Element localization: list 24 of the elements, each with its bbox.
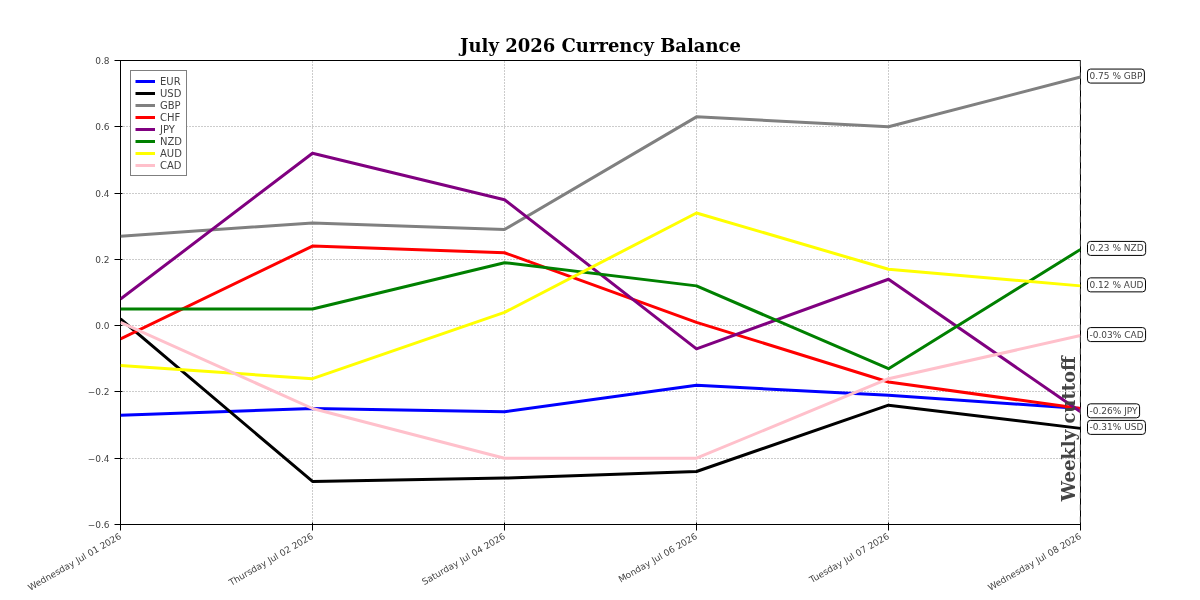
legend-label: CHF: [160, 111, 181, 123]
data-label: 0.12 % AUD: [1089, 279, 1144, 290]
data-label: -0.03% CAD: [1089, 329, 1144, 340]
y-tick-label: 0.2: [95, 254, 110, 265]
data-label: -0.26% JPY: [1089, 405, 1139, 416]
data-label: -0.31% USD: [1089, 422, 1144, 433]
legend-label: CAD: [160, 159, 182, 171]
y-tick-label: 0.4: [95, 188, 110, 199]
legend-label: GBP: [160, 99, 181, 111]
y-tick-label: 0.8: [95, 56, 110, 66]
y-tick-label: −0.4: [87, 453, 110, 464]
legend-label: NZD: [160, 135, 183, 147]
chart-title: July 2026 Currency Balance: [457, 34, 742, 56]
legend-label: USD: [160, 87, 182, 99]
data-label: 0.75 % GBP: [1089, 71, 1143, 82]
y-tick-label: 0.6: [95, 122, 110, 133]
y-tick-label: −0.2: [87, 387, 110, 398]
ref-line-label: Weekly cuttoff: [1057, 354, 1079, 503]
y-tick-label: 0.0: [95, 321, 110, 332]
legend-label: JPY: [160, 123, 176, 135]
legend-label: EUR: [160, 75, 181, 87]
data-label: 0.23 % NZD: [1089, 243, 1144, 254]
y-tick-label: −0.6: [87, 520, 110, 530]
legend-label: AUD: [160, 147, 182, 159]
